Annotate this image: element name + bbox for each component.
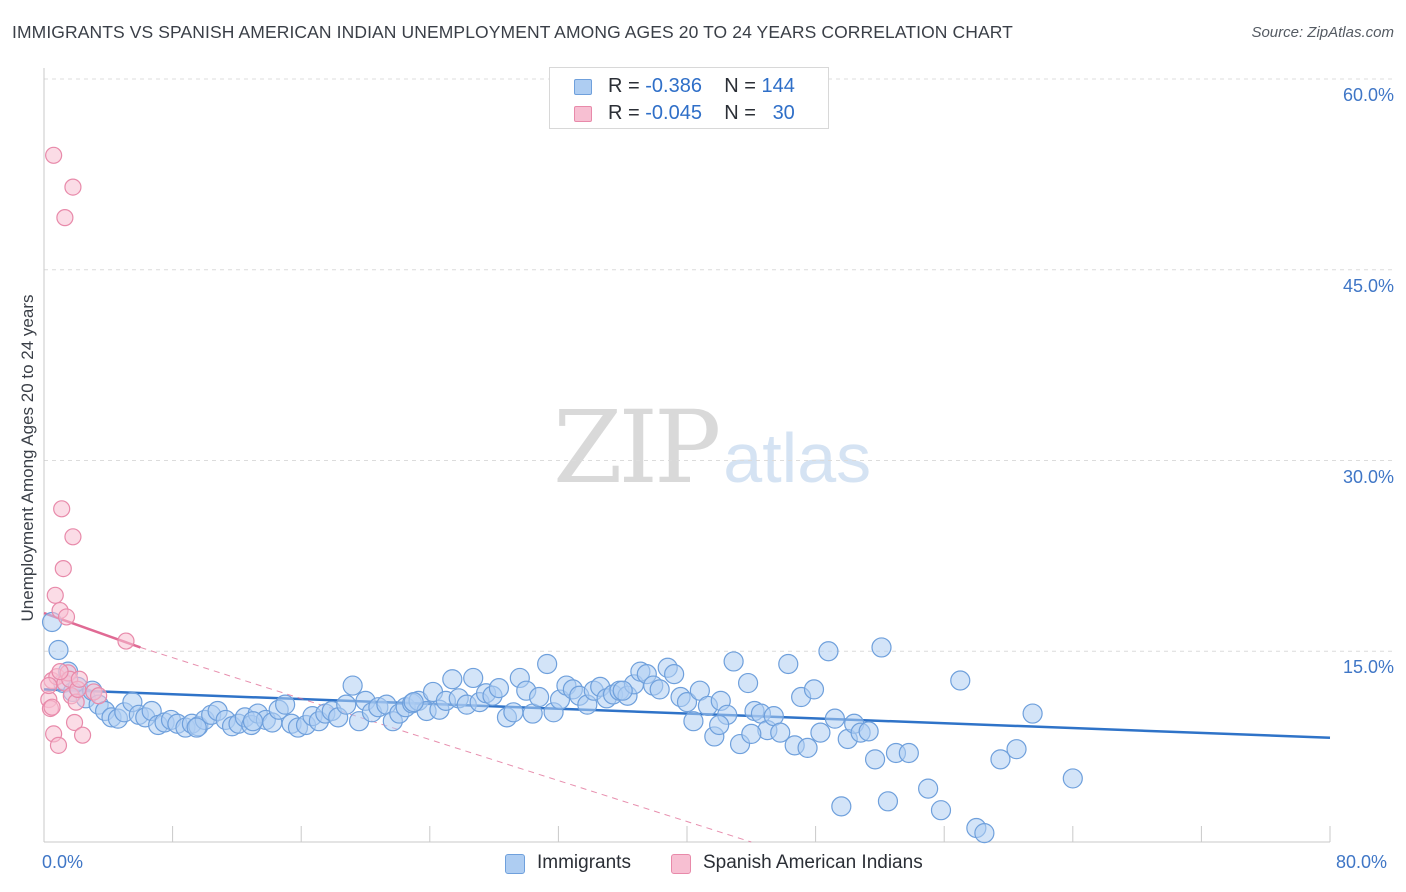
point-spanish: [64, 178, 82, 196]
point-spanish: [51, 662, 69, 681]
zipatlas-watermark: ZIPatlas: [553, 398, 871, 498]
point-spanish: [57, 608, 76, 626]
legend-row-spanish: R = -0.045 N = 30: [550, 101, 828, 127]
y-tick-label: 15.0%: [1342, 657, 1394, 678]
correlation-legend: R = -0.386 N = 144 R = -0.045 N = 30: [549, 67, 829, 129]
point-spanish: [73, 726, 92, 744]
point-immigrants: [818, 641, 839, 662]
point-immigrants: [1062, 768, 1083, 789]
legend-r-value: -0.386: [645, 75, 702, 97]
point-immigrants: [48, 639, 69, 661]
trend-line-spanish-extended: [140, 646, 752, 843]
point-immigrants: [824, 708, 845, 729]
legend-swatch-spanish: [574, 106, 592, 122]
point-immigrants: [1006, 739, 1027, 760]
y-tick-label: 30.0%: [1342, 466, 1394, 487]
x-tick-label-min: 0.0%: [42, 852, 84, 872]
legend-n-label: N =: [724, 75, 756, 97]
point-spanish: [70, 670, 88, 688]
point-immigrants: [803, 679, 825, 700]
gridlines: [44, 78, 1392, 652]
point-immigrants: [990, 749, 1011, 770]
point-immigrants: [683, 711, 704, 732]
point-immigrants: [950, 670, 971, 691]
point-immigrants: [676, 692, 698, 713]
legend-swatch-immigrants: [574, 79, 592, 95]
point-immigrants: [403, 692, 424, 713]
point-immigrants: [186, 717, 207, 738]
legend-swatch-spanish: [671, 854, 691, 874]
legend-n-label: N =: [724, 102, 756, 124]
legend-r-label: R =: [608, 75, 640, 97]
point-immigrants: [741, 723, 762, 745]
y-tick-label: 60.0%: [1342, 85, 1394, 105]
source-credit: Source: ZipAtlas.com: [1251, 24, 1394, 41]
point-immigrants: [488, 678, 510, 699]
point-spanish: [40, 676, 58, 695]
point-spanish: [46, 586, 64, 604]
point-immigrants: [770, 722, 791, 743]
point-immigrants: [537, 653, 558, 675]
point-immigrants: [242, 711, 264, 732]
legend-label-immigrants: Immigrants: [537, 852, 631, 873]
point-immigrants: [1022, 703, 1043, 724]
point-immigrants: [797, 737, 818, 758]
series-legend: Immigrants Spanish American Indians: [0, 851, 1406, 879]
x-tick-label-max: 80.0%: [1336, 852, 1388, 872]
legend-n-value: 30: [772, 102, 795, 124]
point-spanish: [90, 687, 108, 705]
point-immigrants: [649, 679, 670, 700]
point-immigrants: [612, 680, 633, 701]
legend-r-label: R =: [608, 102, 640, 124]
point-immigrants: [831, 796, 852, 817]
point-spanish: [64, 528, 82, 546]
point-immigrants: [723, 651, 744, 672]
watermark-zip: ZIP: [553, 389, 721, 506]
legend-swatch-immigrants: [505, 854, 525, 874]
point-immigrants: [442, 669, 463, 690]
point-immigrants: [463, 667, 484, 689]
chart-title: IMMIGRANTS VS SPANISH AMERICAN INDIAN UN…: [12, 22, 1013, 42]
point-immigrants: [918, 778, 939, 799]
point-spanish: [45, 146, 63, 164]
watermark-atlas: atlas: [723, 419, 872, 497]
legend-label-spanish: Spanish American Indians: [703, 852, 923, 873]
point-immigrants: [778, 653, 799, 675]
point-spanish: [43, 698, 61, 716]
point-spanish: [54, 559, 72, 578]
point-immigrants: [871, 637, 892, 658]
legend-n-value: 144: [761, 75, 795, 97]
legend-r-value: -0.045: [645, 102, 702, 124]
point-spanish: [56, 209, 74, 227]
data-points: [40, 146, 1083, 844]
point-immigrants: [930, 800, 952, 821]
y-tick-label: 45.0%: [1342, 275, 1394, 296]
point-immigrants: [737, 672, 759, 694]
legend-row-immigrants: R = -0.386 N = 144: [550, 74, 828, 100]
point-spanish: [53, 500, 71, 518]
point-immigrants: [336, 694, 357, 715]
point-immigrants: [529, 686, 550, 708]
point-immigrants: [858, 721, 879, 742]
point-immigrants: [898, 742, 919, 764]
point-immigrants: [709, 714, 730, 736]
point-immigrants: [275, 694, 296, 715]
point-immigrants: [503, 702, 524, 723]
point-immigrants: [810, 722, 831, 743]
point-immigrants: [342, 675, 363, 696]
y-axis-title: Unemployment Among Ages 20 to 24 years: [18, 294, 37, 622]
point-spanish: [49, 736, 68, 754]
point-immigrants: [877, 791, 899, 812]
point-spanish: [117, 632, 135, 650]
point-immigrants: [974, 822, 995, 844]
point-immigrants: [864, 749, 886, 770]
point-immigrants: [664, 664, 685, 685]
point-spanish: [65, 713, 84, 732]
